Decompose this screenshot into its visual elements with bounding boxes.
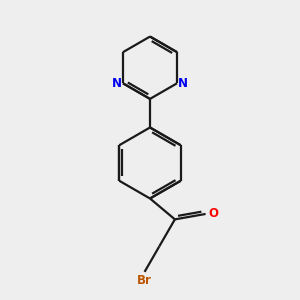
- Text: N: N: [178, 77, 188, 90]
- Text: Br: Br: [137, 274, 152, 287]
- Text: N: N: [112, 77, 122, 90]
- Text: O: O: [208, 207, 218, 220]
